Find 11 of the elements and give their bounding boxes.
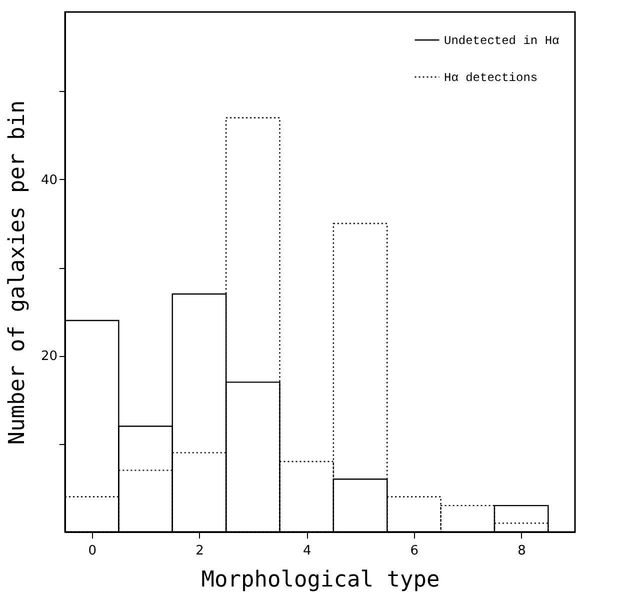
legend-label: Undetected in Hα — [444, 34, 560, 48]
x-tick-label: 6 — [410, 544, 419, 558]
x-axis-title: Morphological type — [201, 568, 440, 592]
x-tick-label: 8 — [518, 544, 526, 558]
y-axis-title: Number of galaxies per bin — [4, 100, 30, 445]
y-tick-label: 20 — [40, 349, 58, 364]
x-tick-label: 0 — [88, 544, 96, 558]
y-tick-label: 40 — [40, 172, 58, 188]
x-tick-label: 4 — [302, 544, 312, 558]
legend-label: Hα detections — [444, 71, 538, 85]
x-tick-label: 2 — [196, 544, 204, 558]
